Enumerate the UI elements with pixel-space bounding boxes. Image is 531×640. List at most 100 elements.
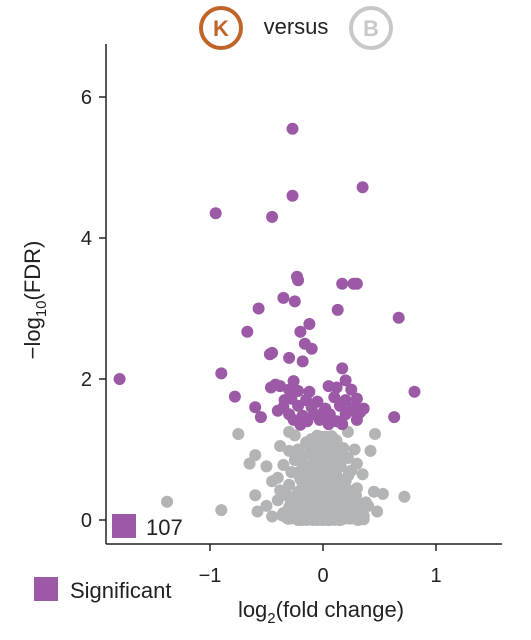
data-point-significant	[249, 401, 262, 414]
x-ticks: −1 0 1	[199, 544, 442, 587]
data-point-not-significant	[314, 443, 327, 456]
data-point-not-significant	[321, 499, 334, 512]
data-point-significant	[283, 383, 296, 396]
data-point-significant	[209, 207, 222, 220]
data-point-significant	[266, 346, 279, 359]
data-point-significant	[331, 303, 344, 316]
data-point-significant	[333, 399, 346, 412]
y-axis-title: −log10(FDR)	[20, 241, 50, 360]
data-point-not-significant	[348, 492, 361, 505]
data-point-significant	[408, 385, 421, 398]
data-point-significant	[288, 295, 301, 308]
data-point-not-significant	[367, 485, 380, 498]
data-point-significant	[336, 277, 349, 290]
data-point-not-significant	[371, 505, 384, 518]
data-point-significant	[283, 351, 296, 364]
data-point-not-significant	[356, 468, 369, 481]
data-point-not-significant	[323, 459, 336, 471]
y-tick-label: 2	[81, 369, 92, 391]
left-badge-ring	[199, 6, 243, 50]
data-point-significant	[345, 383, 358, 396]
x-tick-label: 1	[430, 565, 441, 587]
data-point-not-significant	[271, 494, 284, 507]
data-point-not-significant	[348, 443, 361, 456]
data-point-significant	[252, 302, 265, 315]
count-label: 107	[146, 515, 183, 540]
data-point-not-significant	[348, 512, 361, 525]
data-point-not-significant	[296, 461, 309, 474]
count-swatch	[112, 514, 136, 538]
data-point-not-significant	[285, 466, 298, 479]
data-point-significant	[113, 373, 126, 385]
data-point-not-significant	[274, 440, 287, 452]
data-point-significant	[392, 311, 405, 324]
legend-swatch-significant	[34, 577, 58, 601]
data-point-significant	[350, 277, 363, 290]
data-point-not-significant	[266, 510, 279, 523]
data-point-not-significant	[369, 428, 381, 440]
data-point-not-significant	[266, 475, 279, 488]
data-point-not-significant	[215, 504, 228, 517]
data-point-not-significant	[398, 490, 411, 503]
data-point-significant	[296, 355, 309, 368]
data-point-not-significant	[376, 487, 389, 500]
data-point-significant	[322, 418, 335, 431]
data-point-significant	[330, 381, 343, 394]
y-tick-label: 4	[81, 228, 92, 250]
data-point-significant	[241, 325, 254, 338]
legend: Significant	[34, 577, 172, 603]
data-point-not-significant	[300, 436, 313, 449]
legend-label-significant: Significant	[70, 578, 172, 603]
data-point-significant	[336, 418, 349, 431]
data-point-significant	[350, 413, 363, 426]
data-point-significant	[292, 399, 305, 412]
data-point-not-significant	[285, 510, 298, 523]
data-point-not-significant	[345, 464, 358, 477]
data-point-significant	[328, 391, 341, 404]
data-point-not-significant	[251, 505, 264, 518]
data-point-significant	[292, 274, 305, 287]
data-point-significant	[228, 390, 241, 403]
data-point-not-significant	[294, 512, 307, 525]
x-axis-title: log2(fold change)	[238, 597, 404, 627]
data-point-not-significant	[249, 489, 262, 502]
data-point-significant	[254, 411, 267, 424]
data-point-not-significant	[308, 513, 320, 526]
data-point-not-significant	[249, 449, 262, 462]
data-point-not-significant	[296, 450, 309, 463]
data-point-not-significant	[243, 457, 256, 470]
data-point-significant	[356, 181, 369, 194]
comparison-header: K versus B	[199, 6, 393, 50]
y-tick-label: 6	[81, 87, 92, 109]
series-significant	[113, 122, 421, 431]
x-tick-label: 0	[317, 565, 328, 587]
data-point-not-significant	[288, 429, 301, 442]
data-point-significant	[336, 362, 349, 375]
data-point-not-significant	[283, 444, 296, 457]
data-point-significant	[286, 122, 299, 135]
right-badge-letter: B	[363, 16, 379, 41]
data-point-significant	[215, 367, 228, 380]
y-ticks: 0 2 4 6	[81, 87, 106, 532]
data-point-not-significant	[260, 499, 273, 512]
data-point-not-significant	[305, 464, 318, 477]
data-point-not-significant	[232, 428, 245, 440]
data-point-significant	[286, 189, 299, 202]
data-point-not-significant	[332, 444, 345, 457]
data-point-not-significant	[292, 485, 305, 498]
left-badge-letter: K	[213, 16, 229, 41]
data-point-not-significant	[326, 471, 338, 484]
data-point-not-significant	[341, 452, 354, 464]
versus-label: versus	[264, 14, 329, 39]
data-point-significant	[388, 411, 401, 424]
y-tick-label: 0	[81, 510, 92, 532]
data-point-significant	[294, 325, 307, 338]
data-point-not-significant	[333, 512, 346, 525]
count-annotation: 107	[112, 514, 183, 540]
data-point-significant	[266, 210, 279, 223]
data-point-significant	[313, 413, 326, 426]
x-tick-label: −1	[199, 565, 222, 587]
data-point-significant	[305, 342, 318, 355]
data-point-not-significant	[311, 456, 324, 469]
